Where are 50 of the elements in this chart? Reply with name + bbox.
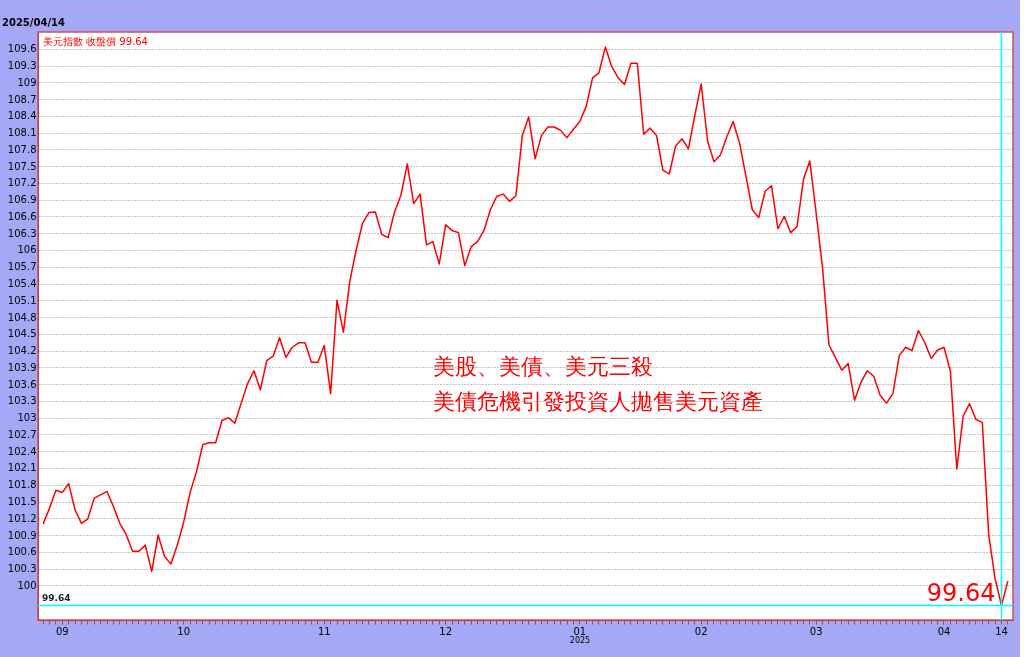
y-tick-label: 109.3 bbox=[7, 60, 37, 72]
y-tick-label: 105.1 bbox=[7, 294, 37, 306]
x-tick-label: 01 bbox=[573, 625, 587, 637]
y-tick-label: 105.7 bbox=[7, 261, 37, 273]
y-tick-label: 102.7 bbox=[7, 428, 37, 440]
y-tick-label: 107.2 bbox=[7, 177, 37, 189]
text: 2025 bbox=[569, 636, 591, 645]
y-tick-label: 102.1 bbox=[7, 462, 37, 474]
y-tick-label: 100 bbox=[17, 579, 37, 591]
y-tick-label: 103 bbox=[17, 412, 37, 424]
annotation: 99.64 bbox=[926, 579, 996, 608]
y-tick-label: 109.6 bbox=[7, 43, 37, 55]
y-tick-label: 105.4 bbox=[7, 278, 37, 290]
y-tick-label: 108.1 bbox=[7, 127, 37, 139]
y-tick-label: 104.5 bbox=[7, 328, 37, 340]
y-tick-label: 100.9 bbox=[7, 529, 37, 541]
x-tick-label: 02 bbox=[694, 625, 708, 637]
y-tick-label: 101.5 bbox=[7, 496, 37, 508]
y-tick-label: 106.6 bbox=[7, 210, 37, 222]
x-tick-label: 09 bbox=[55, 625, 69, 637]
x-tick-label: 14 bbox=[995, 625, 1008, 637]
y-tick-label: 101.2 bbox=[7, 512, 37, 524]
y-tick-label: 108.7 bbox=[7, 93, 37, 105]
y-tick-label: 101.8 bbox=[7, 479, 37, 491]
y-tick-label: 100.6 bbox=[7, 546, 37, 558]
x-tick-label: 04 bbox=[937, 625, 951, 637]
y-tick-label: 103.6 bbox=[7, 378, 37, 390]
line-series bbox=[42, 46, 1009, 607]
x-tick-label: 11 bbox=[317, 625, 331, 637]
y-tick-label: 107.5 bbox=[7, 160, 37, 172]
y-tick-label: 100.3 bbox=[7, 563, 37, 575]
x-tick-label: 12 bbox=[439, 625, 452, 637]
ref-line-label: 99.64 bbox=[42, 593, 71, 604]
x-tick-label: 03 bbox=[809, 625, 823, 637]
y-tick-label: 104.8 bbox=[7, 311, 37, 323]
chart-title: 美元指數 收盤價 99.64 bbox=[43, 36, 148, 47]
y-tick-label: 109 bbox=[17, 76, 37, 88]
x-tick-label: 10 bbox=[177, 625, 191, 637]
annotation: 美股、美債、美元三殺 bbox=[433, 354, 653, 379]
y-tick-label: 102.4 bbox=[7, 445, 37, 457]
annotation: 美債危機引發投資人拋售美元資產 bbox=[433, 389, 763, 414]
y-tick-label: 106 bbox=[17, 244, 37, 256]
y-tick-label: 107.8 bbox=[7, 143, 37, 155]
y-tick-label: 108.4 bbox=[7, 110, 37, 122]
y-tick-label: 106.9 bbox=[7, 194, 37, 206]
y-tick-label: 103.9 bbox=[7, 361, 37, 373]
y-tick-label: 106.3 bbox=[7, 227, 37, 239]
y-tick-label: 104.2 bbox=[7, 345, 37, 357]
y-tick-label: 103.3 bbox=[7, 395, 37, 407]
chart-subtitle: 2025/04/14 bbox=[2, 17, 66, 28]
